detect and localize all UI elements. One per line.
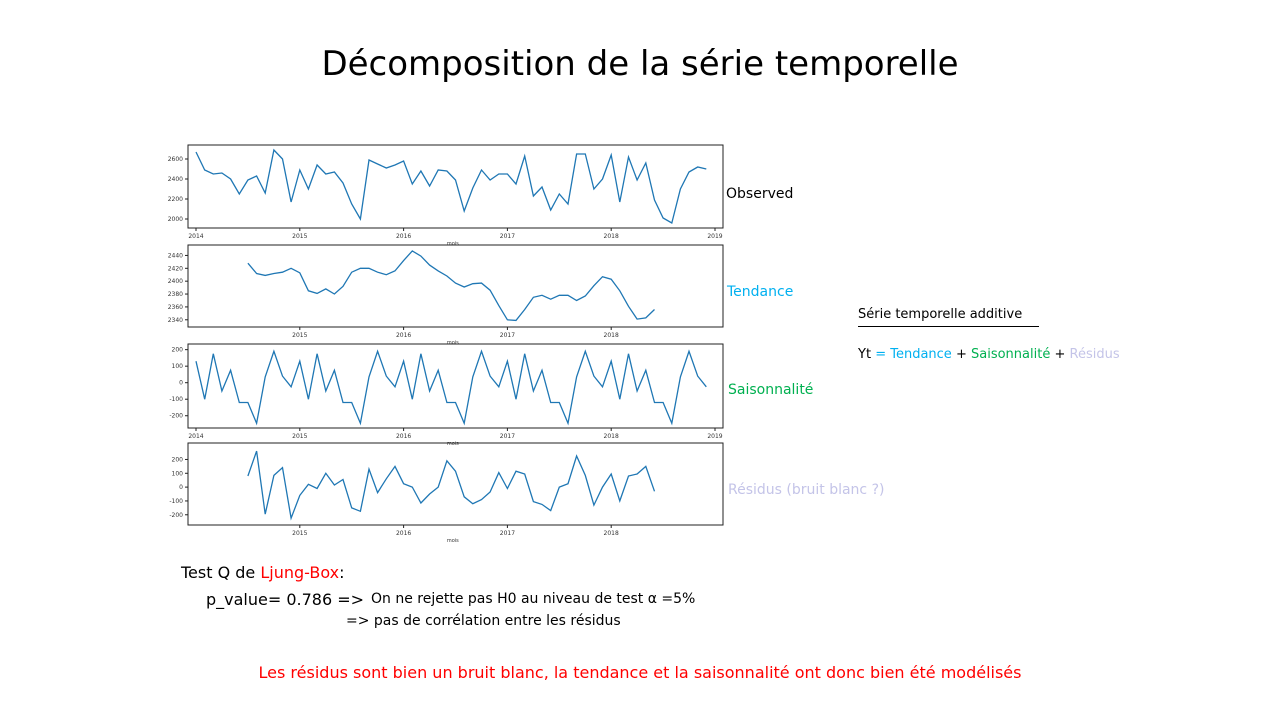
additive-formula: Yt = Tendance + Saisonnalité + Résidus	[858, 347, 1120, 362]
saisonnalite-series-line	[195, 349, 707, 426]
residus-frame	[187, 442, 724, 526]
saisonnalite-panel: -200 -100 0 100 200 2014 2015 2016 2017 2018 2019 m…	[169, 343, 724, 447]
residus-xlabel: mois	[447, 538, 459, 544]
tendance-frame	[187, 244, 724, 328]
tendance-xtick-label: 2016	[396, 332, 411, 339]
observed-series-line	[195, 148, 707, 224]
formula-residus: Résidus	[1069, 347, 1120, 362]
saisonnalite-ytick-label: -100	[169, 396, 183, 403]
saisonnalite-ytick-label: -200	[169, 413, 183, 420]
saisonnalite-label: Saisonnalité	[728, 382, 814, 398]
tendance-ytick-label: 2380	[168, 291, 183, 298]
residus-ytick-label: -200	[169, 512, 183, 519]
residus-ytick-label: 200	[172, 456, 184, 463]
tendance-xtick-label: 2017	[500, 332, 515, 339]
ljung-box-heading: Test Q de Ljung-Box:	[181, 565, 345, 581]
saisonnalite-xtick-label: 2015	[292, 433, 307, 440]
residus-series-line	[247, 450, 656, 521]
saisonnalite-xtick-label: 2019	[707, 433, 722, 440]
tendance-xtick-label: 2015	[292, 332, 307, 339]
observed-xtick-label: 2018	[604, 233, 619, 240]
formula-yt: Yt	[858, 347, 872, 362]
tendance-panel: 2340 2360 2380 2400 2420 2440 2015 2016 2017 2018…	[168, 244, 724, 346]
residus-ytick-label: 0	[179, 484, 183, 491]
ljung-box-name: Ljung-Box	[260, 563, 340, 582]
tendance-ytick-label: 2400	[168, 278, 183, 285]
tendance-ytick-label: 2360	[168, 304, 183, 311]
observed-ytick-label: 2000	[168, 216, 183, 223]
residus-label: Résidus (bruit blanc ?)	[728, 482, 885, 498]
p-value-text: p_value= 0.786 =>	[206, 590, 365, 609]
formula-equals: =	[875, 347, 887, 362]
tendance-ytick-label: 2420	[168, 265, 183, 272]
formula-saisonnalite: Saisonnalité	[971, 347, 1051, 362]
formula-plus-1: +	[955, 347, 967, 362]
observed-ytick-label: 2200	[168, 196, 183, 203]
observed-ytick-label: 2600	[168, 156, 183, 163]
observed-xtick-label: 2017	[500, 233, 515, 240]
observed-xtick-label: 2015	[292, 233, 307, 240]
heading-underline	[858, 326, 1039, 327]
ljung-box-prefix: Test Q de	[181, 563, 256, 582]
test-conclusion-2: => pas de corrélation entre les résidus	[346, 613, 621, 629]
additive-series-heading: Série temporelle additive	[858, 307, 1023, 322]
test-conclusion-1: On ne rejette pas H0 au niveau de test α…	[371, 591, 696, 607]
observed-label: Observed	[726, 186, 794, 202]
observed-xtick-label: 2019	[707, 233, 722, 240]
residus-ytick-label: 100	[172, 470, 184, 477]
observed-frame	[187, 144, 724, 229]
saisonnalite-xtick-label: 2017	[500, 433, 515, 440]
observed-ytick-label: 2400	[168, 176, 183, 183]
final-conclusion: Les résidus sont bien un bruit blanc, la…	[258, 663, 1022, 682]
tendance-ytick-label: 2340	[168, 317, 183, 324]
residus-panel: -200 -100 0 100 200 2015 2016 2017 2018 mois	[169, 442, 724, 544]
tendance-series-line	[247, 250, 655, 322]
saisonnalite-frame	[187, 343, 724, 429]
observed-xlabel: mois	[447, 241, 459, 247]
slide-title: Décomposition de la série temporelle	[321, 44, 959, 84]
tendance-label: Tendance	[727, 284, 794, 300]
formula-tendance: Tendance	[890, 347, 952, 362]
saisonnalite-xtick-label: 2014	[188, 433, 203, 440]
saisonnalite-ytick-label: 200	[172, 347, 184, 354]
observed-xtick-label: 2014	[188, 233, 203, 240]
residus-xtick-label: 2016	[396, 530, 411, 537]
saisonnalite-xtick-label: 2016	[396, 433, 411, 440]
residus-xtick-label: 2017	[500, 530, 515, 537]
tendance-ytick-label: 2440	[168, 252, 183, 259]
observed-xtick-label: 2016	[396, 233, 411, 240]
saisonnalite-xtick-label: 2018	[604, 433, 619, 440]
tendance-xtick-label: 2018	[604, 332, 619, 339]
residus-xtick-label: 2018	[604, 530, 619, 537]
tendance-xlabel: mois	[447, 340, 459, 346]
saisonnalite-ytick-label: 100	[172, 363, 184, 370]
residus-xtick-label: 2015	[292, 530, 307, 537]
residus-ytick-label: -100	[169, 498, 183, 505]
saisonnalite-xlabel: mois	[447, 441, 459, 447]
observed-panel: 2000 2200 2400 2600 2014 2015 2016 2017 2018 2019…	[168, 144, 724, 247]
ljung-box-colon: :	[339, 563, 345, 582]
formula-plus-2: +	[1054, 347, 1066, 362]
saisonnalite-ytick-label: 0	[179, 380, 183, 387]
